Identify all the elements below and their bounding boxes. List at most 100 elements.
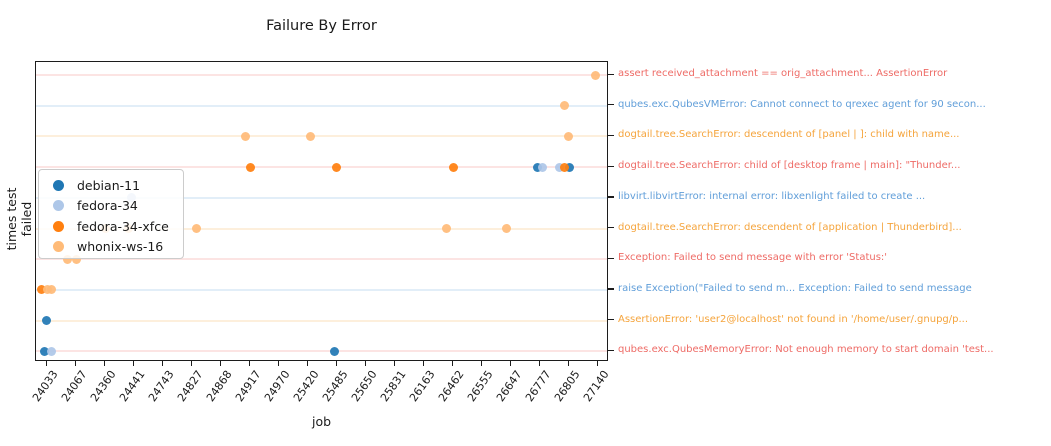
right-axis-tick [608, 349, 614, 352]
x-axis-label: job [311, 414, 332, 429]
x-tick-label: 26805 [551, 368, 583, 405]
error-label: libvirt.libvirtError: internal error: li… [618, 190, 926, 202]
x-tick-label: 25831 [377, 368, 409, 405]
x-tick-label: 25420 [290, 368, 322, 405]
scatter-point-whonix-ws-16 [241, 131, 251, 141]
error-label: qubes.exc.QubesMemoryError: Not enough m… [618, 344, 994, 356]
x-axis-tick [161, 361, 163, 366]
error-label: dogtail.tree.SearchError: child of [desk… [618, 160, 961, 172]
x-axis-tick [132, 361, 134, 366]
legend-entry-whonix-ws-16: whonix-ws-16 [53, 237, 183, 258]
right-axis-tick [608, 165, 614, 167]
legend-entry-fedora-34-xfce: fedora-34-xfce [53, 216, 183, 237]
scatter-point-fedora-34 [538, 162, 548, 172]
scatter-point-fedora-34-xfce [560, 162, 570, 172]
scatter-point-fedora-34 [554, 162, 564, 172]
error-label: AssertionError: 'user2@localhost' not fo… [618, 313, 969, 325]
x-tick-label: 24441 [116, 368, 148, 405]
x-tick-label: 26163 [406, 368, 438, 405]
x-tick-label: 24067 [58, 368, 90, 405]
scatter-point-debian-11 [532, 162, 542, 172]
x-tick-label: 24033 [29, 368, 61, 405]
x-axis-tick [451, 361, 453, 366]
legend-label: whonix-ws-16 [77, 239, 164, 255]
x-axis-tick [190, 361, 192, 366]
scatter-point-whonix-ws-16 [46, 285, 56, 295]
scatter-point-whonix-ws-16 [63, 254, 73, 264]
right-axis-tick [608, 288, 614, 290]
x-tick-label: 26555 [464, 368, 496, 405]
right-axis-tick [608, 257, 614, 259]
scatter-point-debian-11 [41, 316, 51, 326]
debian-11-marker-icon [53, 179, 64, 191]
error-label: assert received_attachment == orig_attac… [618, 68, 948, 79]
whonix-ws-16-marker-icon [53, 241, 64, 253]
x-axis-tick [538, 361, 540, 366]
error-label: qubes.exc.QubesVMError: Cannot connect t… [618, 98, 986, 110]
scatter-point-whonix-ws-16 [72, 254, 82, 264]
legend-label: debian-11 [77, 177, 141, 193]
legend-entry-debian-11: debian-11 [53, 175, 183, 196]
x-axis-tick [45, 361, 47, 366]
x-tick-label: 26462 [435, 368, 467, 405]
right-axis-tick [608, 319, 614, 321]
scatter-point-fedora-34-xfce [331, 162, 341, 172]
x-tick-label: 27140 [580, 368, 612, 405]
grid-line [36, 166, 607, 169]
scatter-point-whonix-ws-16 [560, 101, 570, 111]
error-label: raise Exception("Failed to send m... Exc… [618, 282, 972, 294]
x-tick-label: 24360 [87, 368, 119, 405]
grid-line [36, 135, 607, 138]
scatter-point-debian-11 [39, 346, 49, 356]
x-tick-label: 24743 [145, 368, 177, 405]
x-axis-tick [103, 361, 105, 366]
x-tick-label: 25650 [348, 368, 380, 405]
grid-line [36, 319, 607, 322]
x-tick-label: 24868 [203, 368, 235, 405]
x-tick-label: 25485 [319, 368, 351, 405]
x-axis-tick [74, 361, 76, 366]
scatter-point-fedora-34 [46, 346, 56, 356]
scatter-point-whonix-ws-16 [191, 224, 201, 233]
x-tick-label: 24970 [261, 368, 293, 405]
x-axis-tick [306, 361, 308, 366]
error-label: dogtail.tree.SearchError: descendent of … [618, 221, 962, 233]
right-axis-tick [608, 104, 614, 106]
x-tick-label: 26647 [493, 368, 525, 405]
grid-line [36, 196, 607, 199]
scatter-point-fedora-34-xfce [246, 162, 256, 172]
x-axis-tick [393, 361, 395, 366]
x-axis-tick [335, 361, 337, 366]
right-axis-tick [608, 196, 614, 198]
x-axis-tick [480, 361, 482, 366]
x-tick-label: 24827 [174, 368, 206, 405]
x-axis-tick [248, 361, 250, 366]
error-label: Exception: Failed to send message with e… [618, 252, 888, 264]
scatter-point-fedora-34-xfce [36, 285, 46, 295]
x-axis-tick [596, 361, 598, 366]
x-axis-tick [277, 361, 279, 366]
scatter-point-whonix-ws-16 [306, 131, 316, 141]
scatter-point-whonix-ws-16 [590, 70, 600, 80]
x-axis-tick [509, 361, 511, 366]
chart-title: Failure By Error [266, 18, 377, 34]
fedora-34-xfce-marker-icon [53, 220, 64, 232]
fedora-34-marker-icon [53, 200, 64, 212]
grid-line [36, 258, 607, 261]
legend-label: fedora-34 [77, 198, 138, 214]
y-axis-label: times test failed [4, 187, 34, 251]
grid-line [36, 350, 607, 353]
x-axis-tick [422, 361, 424, 366]
scatter-point-whonix-ws-16 [563, 131, 573, 141]
scatter-point-debian-11 [329, 346, 339, 356]
x-tick-label: 26777 [522, 368, 554, 405]
error-label: dogtail.tree.SearchError: descendent of … [618, 129, 960, 141]
legend-label: fedora-34-xfce [77, 218, 169, 234]
grid-line [36, 104, 607, 107]
scatter-point-fedora-34-xfce [448, 162, 458, 172]
grid-line [36, 74, 607, 76]
scatter-point-whonix-ws-16 [441, 224, 451, 233]
x-axis-tick [567, 361, 569, 366]
x-axis-tick [364, 361, 366, 366]
